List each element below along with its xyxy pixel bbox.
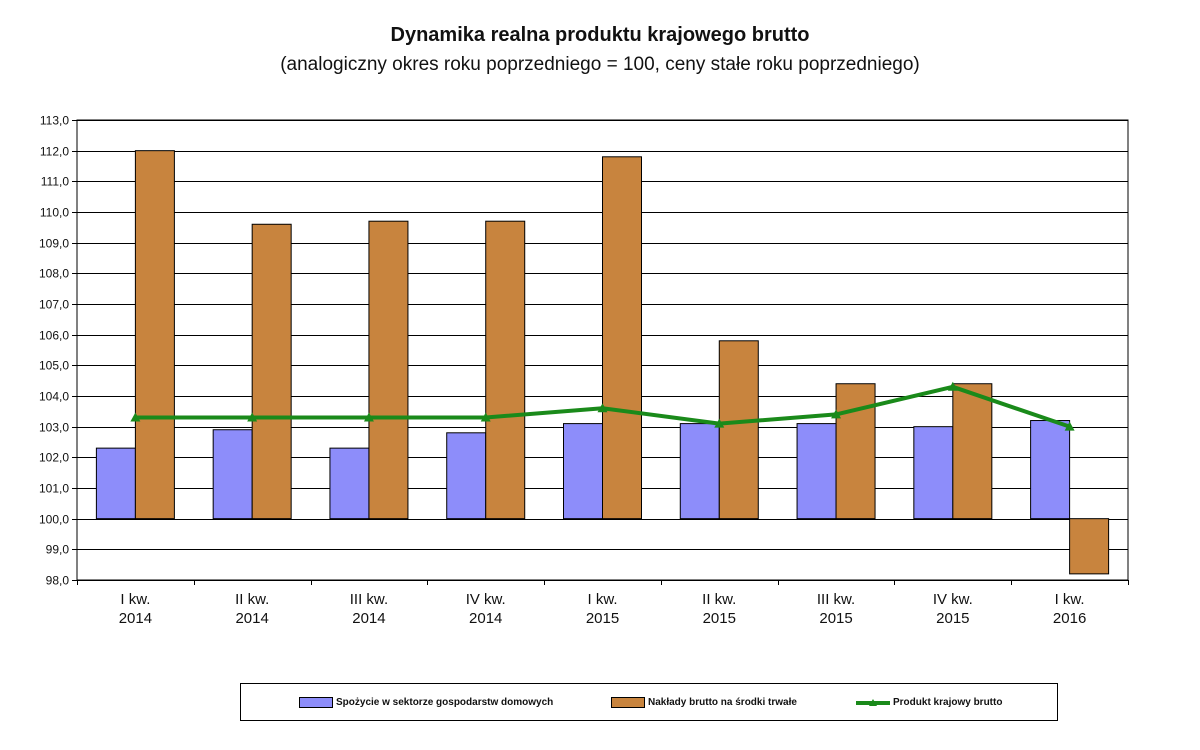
legend-swatch-consumption <box>299 697 333 708</box>
point-gdp <box>597 403 608 413</box>
point-gdp <box>247 412 258 422</box>
point-gdp <box>480 412 491 422</box>
point-gdp <box>831 409 842 419</box>
y-tick-label: 113,0 <box>40 114 69 128</box>
bar-investment <box>368 220 409 520</box>
chart-legend: Spożycie w sektorze gospodarstw domowych… <box>240 683 1058 721</box>
chart-title: Dynamika realna produktu krajowego brutt… <box>390 24 810 46</box>
y-tick-label: 103,0 <box>39 421 69 435</box>
y-tick-label: 98,0 <box>46 574 70 588</box>
bar-investment <box>251 223 292 520</box>
bar-consumption <box>796 423 837 520</box>
bar-investment <box>485 220 526 520</box>
point-gdp <box>714 418 725 428</box>
y-tick-label: 108,0 <box>39 267 69 281</box>
bar-investment <box>835 383 876 520</box>
chart-canvas: 98,0 99,0 100,0 101,0 102,0 103,0 104,0 105,0 10… <box>39 114 1129 627</box>
y-tick-label: 111,0 <box>41 175 70 189</box>
bar-consumption <box>1030 420 1071 520</box>
bar-consumption <box>446 432 487 520</box>
point-gdp <box>947 381 958 391</box>
x-tick-label: I kw. 2014 <box>119 591 152 627</box>
bar-consumption <box>679 423 720 520</box>
bar-consumption <box>563 423 603 520</box>
y-tick-label: 99,0 <box>46 543 70 557</box>
bar-consumption <box>329 447 370 520</box>
y-tick-label: 105,0 <box>39 359 69 373</box>
legend-swatch-gdp <box>856 698 890 706</box>
legend-label-investment: Nakłady brutto na środki trwałe <box>648 697 797 708</box>
legend-item-gdp: Produkt krajowy brutto <box>856 697 1002 708</box>
x-tick-label: I kw. 2016 <box>1053 591 1086 627</box>
y-tick-label: 112,0 <box>40 145 69 159</box>
bar-investment <box>952 383 993 520</box>
point-gdp <box>363 412 374 422</box>
y-tick-label: 102,0 <box>39 451 69 465</box>
legend-label-consumption: Spożycie w sektorze gospodarstw domowych <box>336 697 554 708</box>
bar-investment <box>134 150 175 520</box>
y-tick-label: 106,0 <box>39 329 69 343</box>
y-tick-label: 107,0 <box>39 298 69 312</box>
bar-investment <box>718 340 759 520</box>
point-gdp <box>130 412 141 422</box>
y-tick-label: 109,0 <box>39 237 69 251</box>
legend-item-investment: Nakłady brutto na środki trwałe <box>611 697 797 708</box>
x-tick-label: IV kw. 2015 <box>933 591 973 627</box>
bar-consumption <box>913 426 954 520</box>
x-tick-label: III kw. 2015 <box>817 591 855 627</box>
x-tick-label: III kw. 2014 <box>350 591 388 627</box>
x-tick-label: I kw. 2015 <box>586 591 619 627</box>
point-gdp <box>1064 421 1075 431</box>
bar-consumption <box>95 447 136 520</box>
y-tick-label: 104,0 <box>39 390 69 404</box>
legend-label-gdp: Produkt krajowy brutto <box>893 697 1003 708</box>
x-tick-label: II kw. 2014 <box>235 591 269 627</box>
x-tick-label: II kw. 2015 <box>702 591 736 627</box>
chart-subtitle: (analogiczny okres roku poprzedniego = 1… <box>280 54 920 75</box>
bar-investment <box>1069 518 1110 575</box>
y-tick-label: 101,0 <box>39 482 69 496</box>
y-tick-label: 100,0 <box>39 513 69 527</box>
bar-consumption <box>212 429 253 520</box>
legend-swatch-investment <box>611 697 645 708</box>
bar-investment <box>602 156 642 520</box>
x-tick-label: IV kw. 2014 <box>466 591 506 627</box>
legend-item-consumption: Spożycie w sektorze gospodarstw domowych <box>299 697 553 708</box>
y-tick-label: 110,0 <box>40 206 69 220</box>
